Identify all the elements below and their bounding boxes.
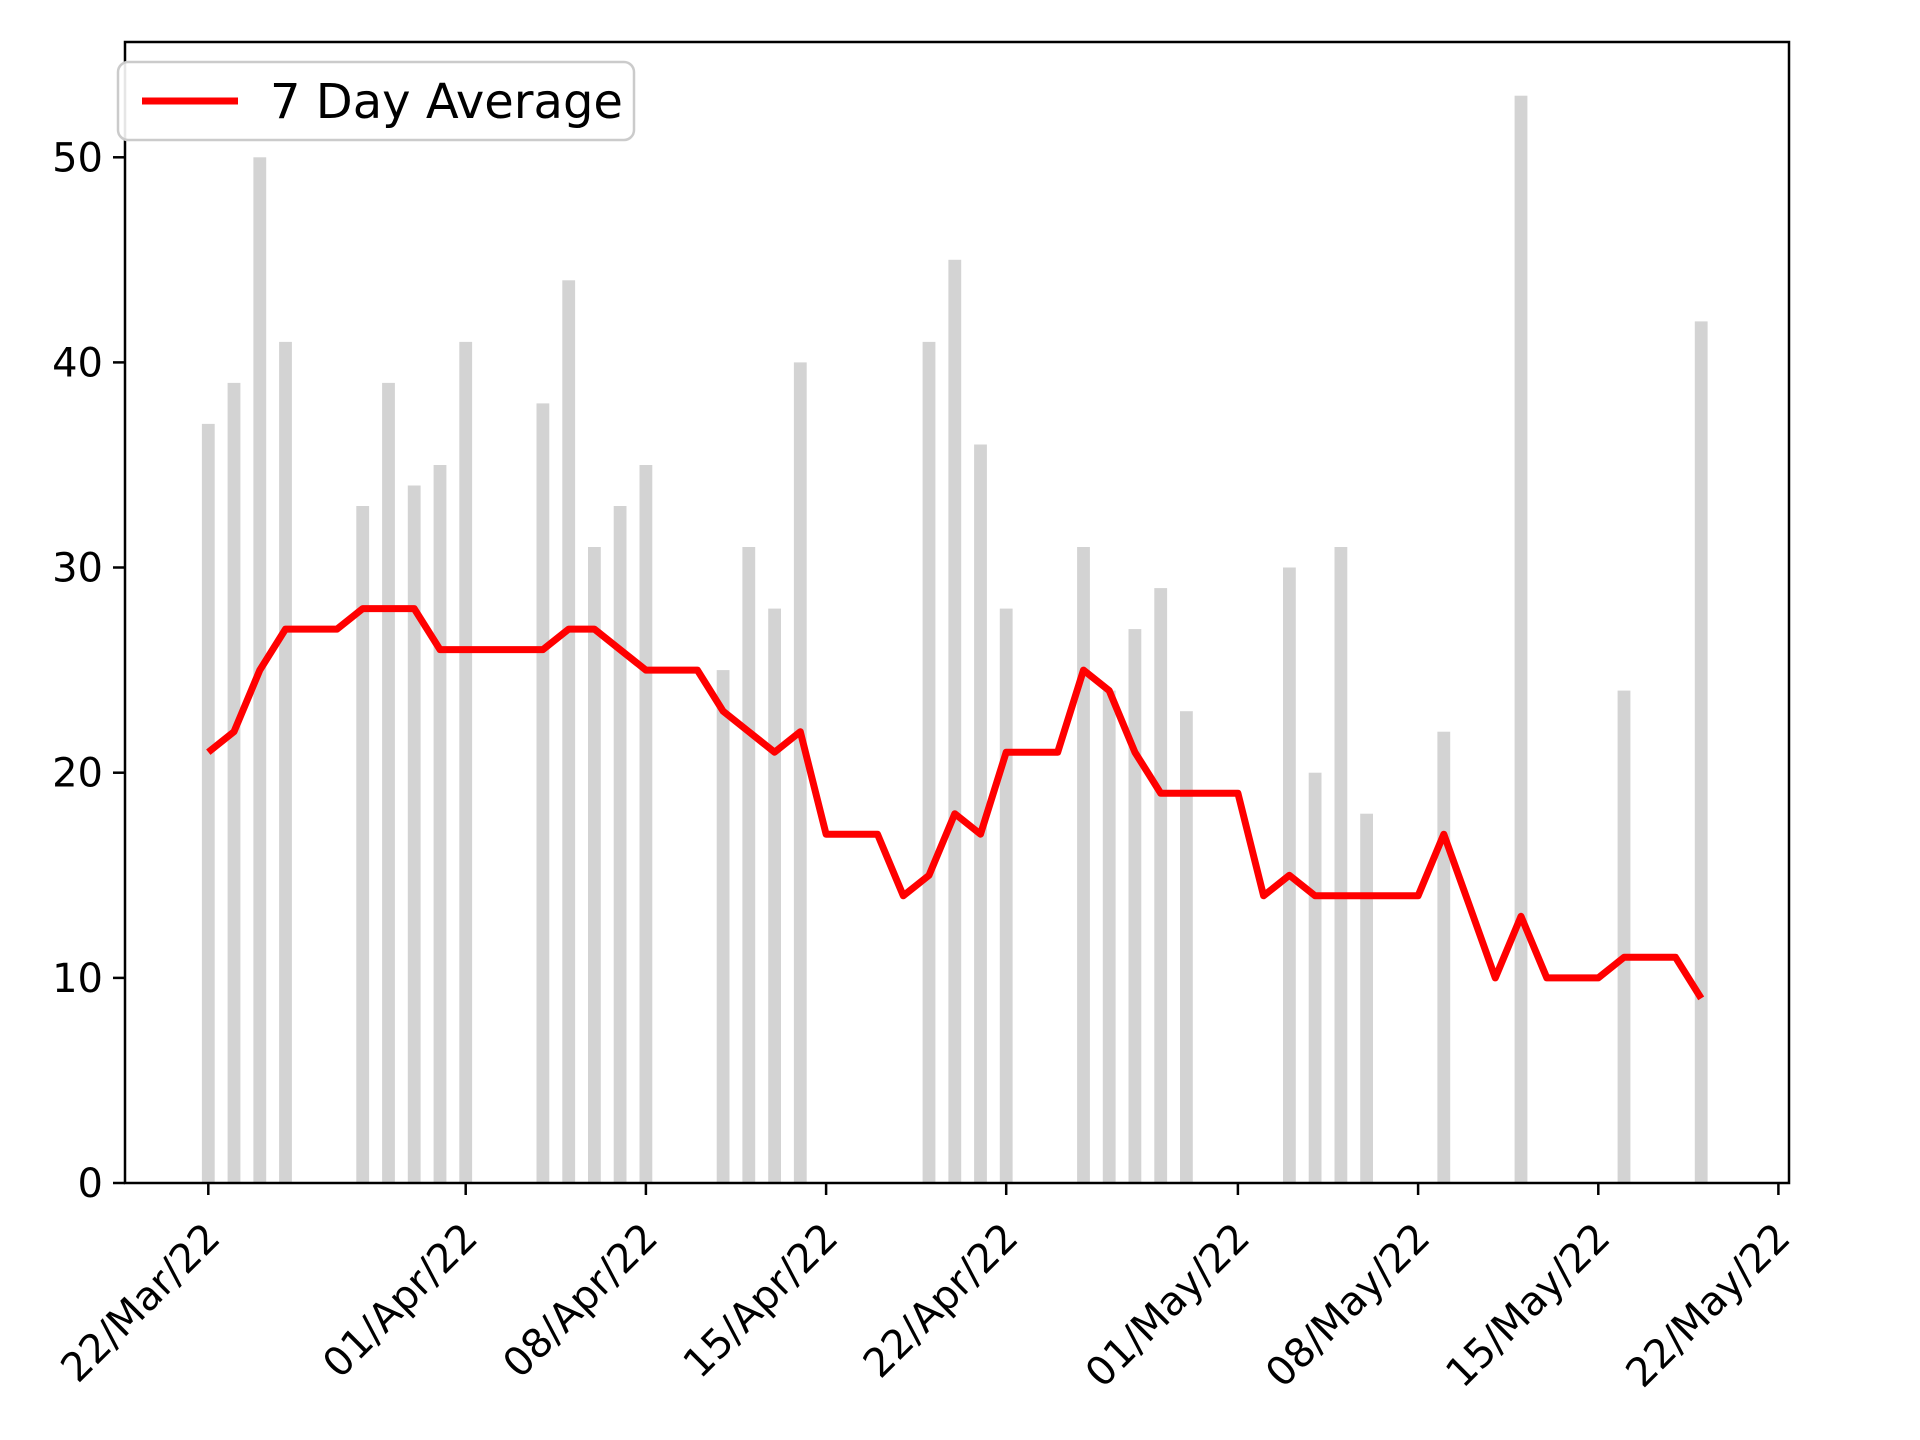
y-tick-label: 10 [52,956,103,1002]
y-tick-label: 50 [52,135,103,181]
bar [768,608,781,1183]
bar [793,362,807,1183]
axes-frame [123,40,1791,1185]
x-tick-label: 15/May/22 [1437,1215,1619,1397]
plot-area [201,95,1708,1184]
bar [1154,588,1168,1183]
x-tick-label: 01/Apr/22 [314,1215,487,1388]
bar [639,465,653,1183]
bar [1694,321,1708,1183]
seven-day-average-line [206,605,1705,1001]
x-tick-label: 22/May/22 [1617,1215,1799,1397]
bar [382,382,395,1183]
bar [1617,690,1631,1183]
bar [1180,711,1193,1183]
x-tick-label: 08/May/22 [1257,1215,1439,1397]
bar [716,670,730,1183]
bar [1437,731,1451,1183]
bar [922,341,936,1183]
bar [613,506,627,1183]
bar [279,341,292,1183]
bar [1102,690,1116,1183]
bar [1077,547,1090,1183]
y-axis: 0 10 20 30 40 50 [52,135,125,1207]
bar [459,341,473,1183]
bar [974,444,987,1183]
x-tick-label: 08/Apr/22 [494,1215,667,1388]
x-tick-label: 22/Apr/22 [855,1215,1028,1388]
x-tick-label: 01/May/22 [1077,1215,1259,1397]
bar [742,547,756,1183]
bar [536,403,550,1183]
bar [999,608,1013,1183]
legend: 7 Day Average [116,60,636,142]
bar [1514,95,1528,1184]
x-tick-label: 22/Mar/22 [52,1215,229,1392]
x-tick-label: 15/Apr/22 [675,1215,848,1388]
bar [1128,629,1142,1183]
y-tick-label: 0 [78,1161,103,1207]
bar [948,259,962,1183]
y-tick-label: 30 [52,546,103,592]
bar [227,382,241,1183]
x-axis: 22/Mar/22 01/Apr/22 08/Apr/22 15/Apr/22 22/A… [52,1183,1799,1397]
y-tick-label: 20 [52,751,103,797]
legend-label: 7 Day Average [270,74,623,130]
bar [562,280,576,1183]
legend-box [116,60,636,142]
bar [1334,547,1348,1183]
bar [201,423,215,1183]
bar [588,547,601,1183]
y-tick-label: 40 [52,340,103,386]
bar [1360,813,1373,1183]
bar [407,485,421,1183]
bar [1308,772,1322,1183]
bar [433,465,447,1183]
bar [356,506,370,1183]
axes-spines [123,40,1791,1185]
